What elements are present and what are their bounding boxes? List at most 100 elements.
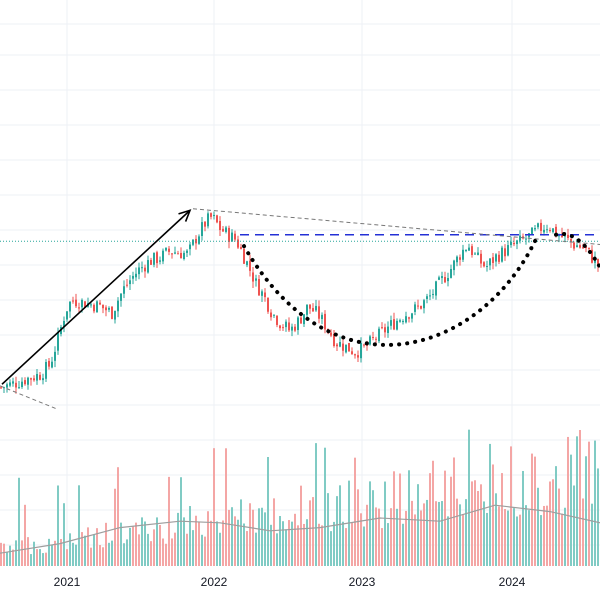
volume-bar: [81, 532, 83, 566]
volume-bar: [381, 528, 383, 566]
volume-bar: [495, 493, 497, 566]
volume-bar: [57, 485, 59, 566]
volume-bar: [432, 460, 434, 566]
volume-bar: [3, 543, 5, 566]
volume-bar: [258, 508, 260, 566]
candle-body: [450, 268, 452, 278]
candle-body: [549, 230, 551, 232]
volume-bar: [390, 508, 392, 566]
volume-bar: [543, 505, 545, 566]
volume-bar: [48, 538, 50, 566]
candle-body: [42, 378, 44, 381]
candle-body: [273, 314, 275, 316]
volume-bar: [315, 443, 317, 566]
volume-bar: [249, 503, 251, 566]
candle-body: [405, 316, 407, 323]
volume-bar: [162, 538, 164, 566]
candle-body: [213, 214, 215, 217]
candle-body: [75, 299, 77, 307]
candle-body: [372, 336, 374, 338]
candle-body: [441, 276, 443, 279]
volume-bar: [117, 467, 119, 566]
volume-bar: [84, 535, 86, 566]
volume-bar: [150, 541, 152, 566]
candle-body: [381, 327, 383, 329]
candle-body: [399, 320, 401, 322]
candle-body: [534, 228, 536, 230]
volume-bar: [174, 532, 176, 566]
volume-bar: [189, 506, 191, 566]
volume-bar: [402, 523, 404, 566]
candle-body: [282, 327, 284, 329]
candle-body: [231, 232, 233, 242]
candle-body: [48, 360, 50, 367]
candle-body: [204, 221, 206, 227]
candle-body: [579, 245, 581, 248]
candle-body: [564, 235, 566, 237]
candle-body: [6, 384, 8, 388]
candle-body: [345, 344, 347, 353]
volume-bar: [204, 536, 206, 566]
rally-arrow-head: [178, 209, 192, 222]
candle-body: [342, 343, 344, 351]
candle-body: [318, 306, 320, 319]
candle-body: [258, 279, 260, 296]
volume-bar: [387, 523, 389, 566]
candle-body: [78, 307, 80, 309]
candle-body: [378, 328, 380, 342]
candle-body: [474, 253, 476, 255]
candle-body: [339, 341, 341, 347]
volume-bar: [225, 448, 227, 566]
x-tick-label: 2024: [499, 575, 526, 589]
volume-ma-line: [0, 504, 600, 554]
candle-body: [102, 304, 104, 309]
candle-body: [264, 292, 266, 298]
volume-bar: [396, 508, 398, 566]
volume-bar: [513, 508, 515, 566]
candle-body: [99, 302, 101, 305]
candle-body: [234, 233, 236, 240]
volume-bar: [147, 533, 149, 566]
candle-body: [447, 278, 449, 282]
volume-bar: [120, 522, 122, 566]
volume-bar: [480, 484, 482, 566]
volume-bar: [438, 501, 440, 566]
volume-bar: [96, 528, 98, 566]
volume-bar: [300, 485, 302, 566]
candle-body: [462, 249, 464, 260]
candle-body: [354, 354, 356, 356]
candle-body: [396, 320, 398, 330]
volume-bar: [324, 447, 326, 566]
volume-bar: [144, 521, 146, 566]
volume-bar: [306, 519, 308, 566]
volume-bar: [297, 525, 299, 566]
volume-bar: [15, 540, 17, 566]
candle-body: [126, 284, 128, 286]
candle-body: [108, 307, 110, 310]
volume-bar: [132, 526, 134, 566]
candle-body: [414, 304, 416, 312]
volume-bar: [357, 489, 359, 566]
volume-bar: [138, 534, 140, 566]
candle-body: [369, 336, 371, 345]
candle-body: [453, 260, 455, 271]
candle-body: [513, 242, 515, 245]
candle-body: [336, 344, 338, 347]
candle-body: [510, 241, 512, 246]
volume-bar: [417, 484, 419, 566]
candle-body: [459, 257, 461, 260]
candle-body: [297, 317, 299, 331]
volume-bar: [183, 517, 185, 566]
volume-bar: [453, 457, 455, 566]
volume-bar: [597, 468, 599, 566]
volume-bar: [420, 510, 422, 566]
volume-bar: [228, 509, 230, 566]
candle-body: [189, 244, 191, 250]
volume-bar: [312, 497, 314, 566]
volume-bar: [153, 529, 155, 566]
candle-body: [66, 311, 68, 320]
candle-body: [15, 382, 17, 388]
candle-body: [30, 378, 32, 380]
candle-body: [24, 380, 26, 385]
candle-body: [489, 258, 491, 266]
